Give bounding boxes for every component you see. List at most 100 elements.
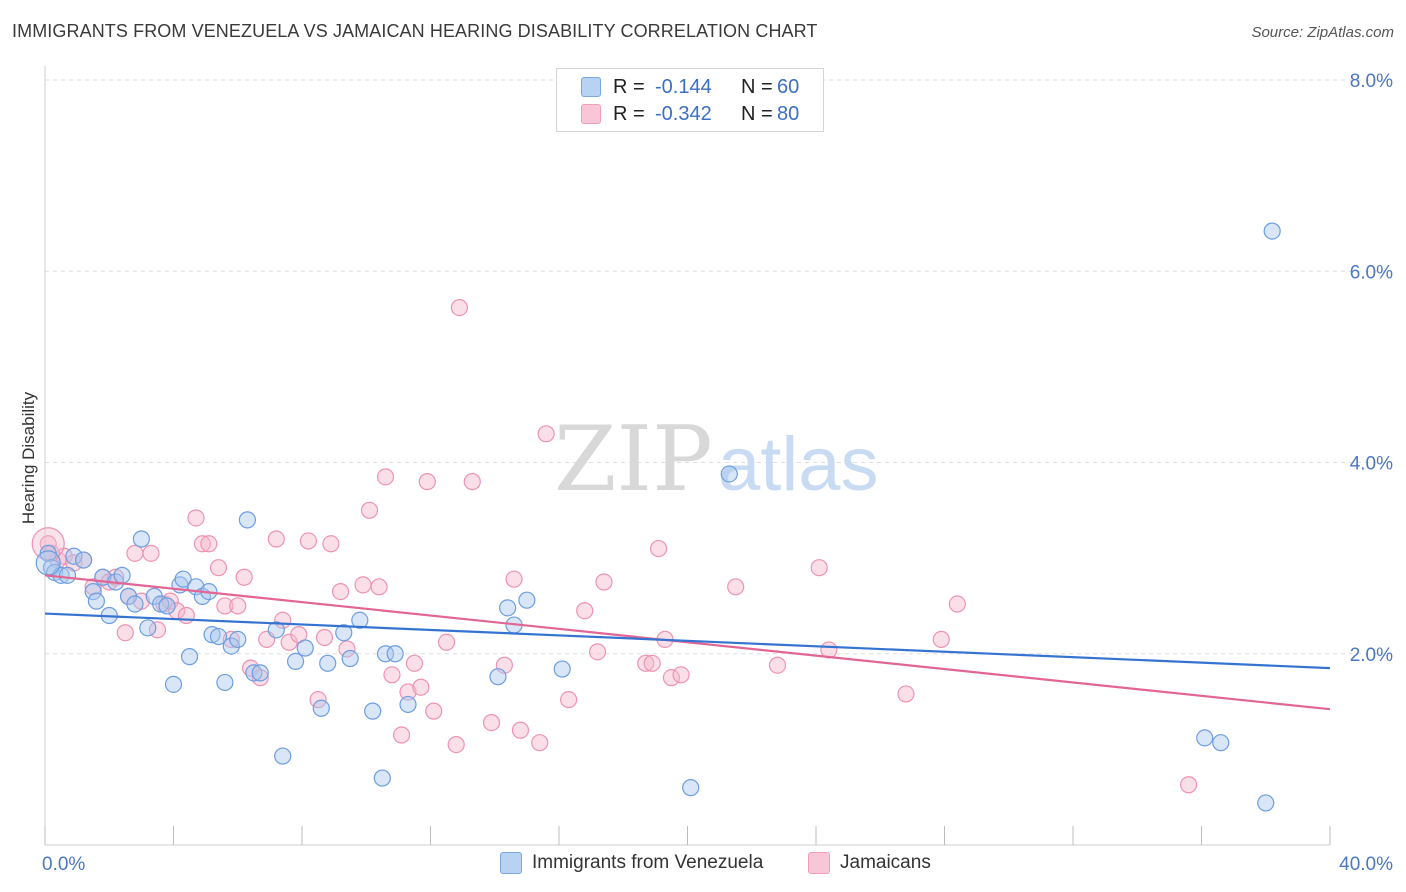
data-point (87, 592, 106, 610)
data-point (505, 570, 523, 588)
data-point (1196, 729, 1214, 747)
legend-r-label: R = (613, 102, 645, 125)
stats-legend: R = -0.144 N = 60 R = -0.342 N = 80 (556, 68, 824, 132)
axes (44, 66, 1331, 846)
trend-line-venezuela (44, 612, 1331, 670)
watermark-atlas: atlas (718, 422, 879, 507)
data-point (335, 624, 353, 642)
data-point (286, 652, 305, 671)
data-point (142, 544, 160, 562)
data-point (682, 779, 700, 797)
data-point (412, 678, 430, 696)
legend-n-value: 60 (777, 75, 800, 98)
data-point (727, 578, 745, 596)
data-point (932, 630, 950, 649)
data-point (405, 654, 424, 672)
legend-label-jamaicans: Jamaicans (840, 852, 931, 873)
data-point (126, 595, 144, 613)
x-tick-label: 40.0% (1339, 854, 1393, 875)
data-point (518, 591, 536, 609)
data-point (399, 683, 417, 701)
y-tick-label: 6.0% (1350, 262, 1393, 283)
data-point (84, 582, 102, 601)
legend-item-venezuela: Immigrants from Venezuela (500, 852, 763, 874)
data-point (209, 627, 228, 646)
data-point (251, 664, 269, 682)
data-point (58, 566, 77, 584)
legend-swatch-pink (808, 852, 830, 874)
data-point (74, 551, 93, 569)
y-tick-label: 8.0% (1350, 71, 1393, 92)
legend-n-label: N = (741, 75, 773, 98)
data-point (511, 721, 530, 739)
data-point (370, 578, 388, 596)
data-point (319, 654, 337, 672)
data-point (126, 544, 144, 562)
data-point (720, 465, 738, 483)
data-point (322, 535, 340, 553)
data-point (553, 660, 571, 678)
series-venezuela (35, 222, 1281, 812)
legend-swatch-blue (500, 852, 522, 874)
series-jamaicans (31, 298, 1198, 794)
data-point (537, 425, 555, 443)
data-point (354, 576, 372, 594)
legend-item-jamaicans: Jamaicans (808, 852, 931, 874)
data-point (489, 668, 507, 686)
data-point (376, 468, 395, 486)
source-label: Source: ZipAtlas.com (1251, 24, 1394, 41)
data-point (312, 699, 330, 717)
data-point (588, 643, 607, 661)
data-point (499, 599, 517, 617)
y-tick-label: 4.0% (1350, 454, 1393, 475)
data-point (235, 568, 253, 586)
data-point (399, 695, 417, 714)
legend-r-value: -0.342 (655, 102, 712, 125)
legend-n-label: N = (741, 102, 773, 125)
data-point (174, 570, 192, 588)
legend-swatch-blue (581, 77, 601, 97)
data-point (116, 624, 134, 642)
data-point (1263, 222, 1281, 240)
data-point (267, 530, 285, 548)
watermark-zip: ZIP (554, 407, 713, 512)
data-point (383, 666, 401, 684)
data-point (331, 582, 350, 601)
data-point (450, 298, 469, 317)
data-point (437, 633, 456, 651)
data-point (200, 535, 218, 553)
data-point (649, 539, 668, 558)
data-point (222, 630, 240, 649)
data-point (425, 702, 443, 720)
data-point (418, 473, 436, 491)
data-point (360, 501, 379, 519)
legend-r-label: R = (613, 75, 645, 98)
data-point (576, 602, 594, 620)
trend-line-jamaicans (44, 574, 1331, 711)
data-point (447, 735, 465, 754)
data-point (238, 511, 256, 529)
data-point (662, 669, 681, 687)
data-point (65, 547, 83, 565)
data-point (152, 595, 170, 613)
data-point (187, 509, 205, 527)
chart-title: IMMIGRANTS FROM VENEZUELA VS JAMAICAN HE… (12, 21, 818, 41)
trend-lines (44, 574, 1331, 711)
data-point (203, 626, 221, 644)
y-tick-label: 2.0% (1350, 645, 1393, 666)
data-point (39, 535, 57, 553)
data-point (810, 559, 828, 577)
data-point (267, 621, 285, 639)
grid-lines (45, 79, 1392, 655)
data-point (193, 535, 212, 553)
data-point (948, 595, 966, 613)
data-point (177, 606, 195, 625)
data-point (351, 611, 369, 629)
data-point (338, 640, 356, 658)
data-point (637, 654, 655, 672)
data-point (560, 691, 578, 709)
data-point (1180, 776, 1198, 794)
data-point (531, 734, 549, 752)
data-point (229, 630, 247, 649)
